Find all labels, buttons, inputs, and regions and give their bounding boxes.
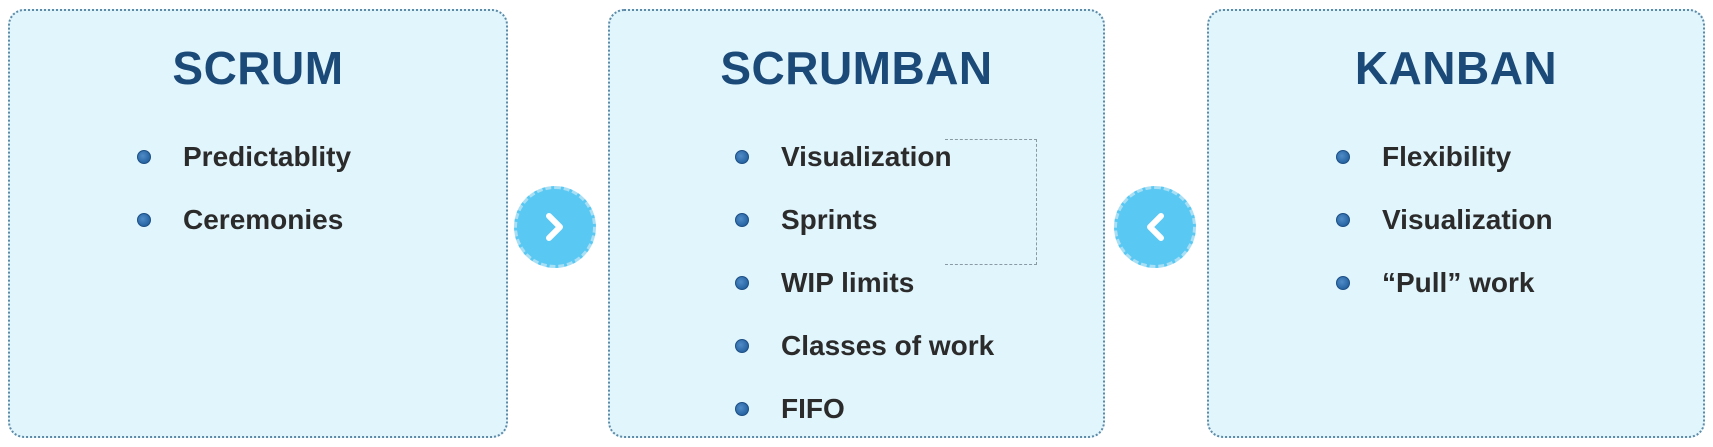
bullet-icon bbox=[735, 212, 749, 227]
bullet-icon bbox=[1336, 212, 1350, 227]
item-label: “Pull” work bbox=[1382, 266, 1535, 298]
bullet-icon bbox=[1336, 275, 1350, 290]
scrum-panel: SCRUM Predictablity Ceremonies bbox=[8, 9, 508, 438]
chevron-left-icon bbox=[1147, 213, 1164, 241]
bullet-icon bbox=[735, 275, 749, 290]
item-label: Predictablity bbox=[183, 140, 352, 172]
chevron-right-icon bbox=[546, 213, 563, 241]
scrumban-item-list: Visualization Sprints WIP limits Classes… bbox=[735, 125, 994, 440]
list-item: WIP limits bbox=[735, 251, 994, 314]
item-label: Ceremonies bbox=[183, 203, 344, 235]
bullet-icon bbox=[1336, 149, 1350, 164]
bullet-icon bbox=[137, 212, 151, 227]
arrow-left-button[interactable] bbox=[1114, 186, 1196, 268]
list-item: Classes of work bbox=[735, 314, 994, 377]
list-item: Visualization bbox=[1336, 188, 1553, 251]
item-label: FIFO bbox=[781, 392, 845, 424]
item-label: Flexibility bbox=[1382, 140, 1512, 172]
list-item: FIFO bbox=[735, 377, 994, 440]
list-item: Visualization bbox=[735, 125, 994, 188]
scrumban-panel: SCRUMBAN Visualization Sprints WIP limit… bbox=[608, 9, 1105, 438]
item-label: WIP limits bbox=[781, 266, 915, 298]
arrow-right-button[interactable] bbox=[514, 186, 596, 268]
scrumban-title: SCRUMBAN bbox=[720, 42, 993, 94]
scrum-title: SCRUM bbox=[172, 42, 344, 94]
list-item: Sprints bbox=[735, 188, 994, 251]
item-label: Visualization bbox=[781, 140, 952, 172]
kanban-title: KANBAN bbox=[1354, 42, 1558, 94]
item-label: Sprints bbox=[781, 203, 878, 235]
list-item: Predictablity bbox=[137, 125, 351, 188]
item-label: Classes of work bbox=[781, 329, 995, 361]
kanban-item-list: Flexibility Visualization “Pull” work bbox=[1336, 125, 1553, 314]
kanban-panel: KANBAN Flexibility Visualization “Pull” … bbox=[1207, 9, 1705, 438]
list-item: “Pull” work bbox=[1336, 251, 1553, 314]
bullet-icon bbox=[137, 149, 151, 164]
list-item: Ceremonies bbox=[137, 188, 351, 251]
bullet-icon bbox=[735, 338, 749, 353]
bullet-icon bbox=[735, 149, 749, 164]
list-item: Flexibility bbox=[1336, 125, 1553, 188]
scrum-item-list: Predictablity Ceremonies bbox=[137, 125, 351, 251]
bullet-icon bbox=[735, 401, 749, 416]
item-label: Visualization bbox=[1382, 203, 1553, 235]
